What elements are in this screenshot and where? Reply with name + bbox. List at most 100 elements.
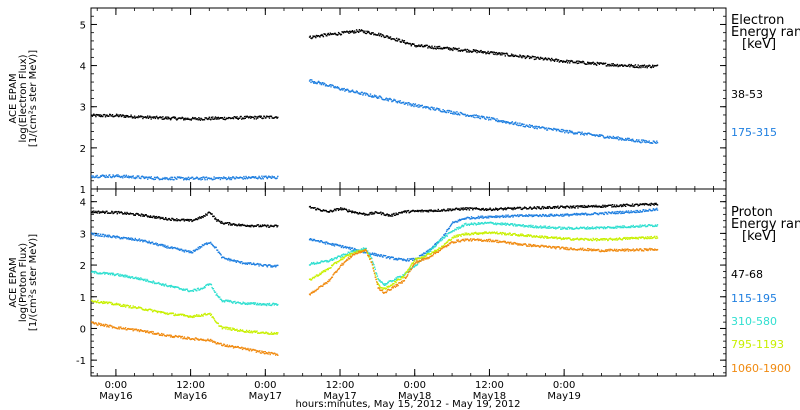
data-point [227, 259, 229, 261]
data-point [579, 237, 581, 240]
data-point [440, 210, 442, 212]
data-point [312, 81, 314, 83]
data-point [596, 238, 598, 240]
data-point [349, 253, 351, 255]
data-point [207, 212, 209, 214]
data-point [100, 301, 103, 303]
data-point [153, 217, 156, 219]
data-point [227, 177, 229, 180]
data-point [483, 51, 486, 53]
data-point [342, 253, 345, 255]
data-point [148, 280, 150, 283]
data-point [118, 326, 120, 328]
data-point [496, 118, 498, 120]
data-point [203, 176, 205, 178]
data-point [106, 272, 108, 274]
data-point [403, 211, 406, 213]
data-point [183, 179, 185, 181]
data-point [236, 116, 238, 118]
data-point [210, 313, 213, 316]
data-point [647, 141, 650, 143]
data-point [341, 207, 343, 210]
data-point [540, 208, 542, 210]
data-point [369, 95, 371, 97]
data-point [276, 333, 278, 335]
data-point [442, 245, 444, 247]
data-point [164, 176, 166, 179]
data-point [631, 140, 633, 142]
data-point [163, 178, 165, 180]
data-point [409, 43, 412, 45]
data-point [421, 44, 423, 46]
data-point [234, 177, 237, 180]
data-point [528, 207, 530, 210]
data-point [138, 175, 140, 177]
data-point [197, 217, 199, 219]
data-point [634, 66, 636, 69]
data-point [314, 239, 316, 242]
data-point [272, 333, 275, 335]
data-point [254, 331, 257, 333]
data-point [315, 263, 318, 265]
data-point [93, 323, 96, 325]
data-point [656, 224, 659, 226]
data-point [183, 314, 185, 317]
data-point [575, 60, 578, 62]
data-point [550, 60, 552, 62]
data-point [376, 254, 378, 256]
data-point [362, 213, 364, 215]
data-point [575, 212, 578, 215]
data-point [514, 123, 516, 125]
data-point [645, 141, 647, 144]
data-point [202, 287, 204, 289]
data-point [331, 265, 334, 267]
data-point [161, 178, 163, 181]
data-point [151, 281, 153, 283]
data-point [322, 210, 324, 212]
data-point [98, 115, 100, 117]
data-point [472, 114, 474, 117]
data-point [274, 264, 276, 267]
data-point [162, 245, 164, 247]
data-point [619, 226, 621, 229]
data-point [326, 243, 329, 245]
data-point [196, 314, 198, 316]
data-point [508, 233, 510, 236]
data-point [424, 209, 426, 212]
data-point [123, 213, 125, 215]
data-point [387, 286, 389, 288]
data-point [219, 220, 221, 222]
data-point [481, 222, 484, 224]
data-point [97, 324, 99, 326]
data-point [629, 211, 632, 214]
data-point [316, 274, 318, 276]
data-point [464, 113, 466, 116]
data-point [526, 225, 529, 227]
data-point [514, 232, 516, 235]
data-point [376, 97, 379, 99]
data-point [616, 227, 618, 229]
data-point [220, 254, 222, 256]
data-point [569, 207, 571, 209]
data-point [244, 117, 246, 119]
data-point [363, 31, 365, 34]
data-point [120, 238, 122, 240]
data-point [598, 239, 601, 241]
data-point [142, 308, 145, 311]
data-point [610, 212, 612, 215]
data-point [100, 235, 103, 237]
data-point [620, 211, 623, 213]
data-point [580, 132, 583, 135]
data-point [156, 311, 159, 314]
data-point [594, 238, 596, 241]
data-point [230, 223, 233, 225]
data-point [323, 82, 325, 84]
data-point [359, 250, 361, 252]
data-point [190, 251, 192, 253]
data-point [367, 31, 369, 34]
data-point [314, 207, 316, 209]
data-point [416, 104, 419, 107]
data-point [239, 224, 241, 227]
data-point [417, 210, 419, 213]
data-point [91, 210, 94, 213]
